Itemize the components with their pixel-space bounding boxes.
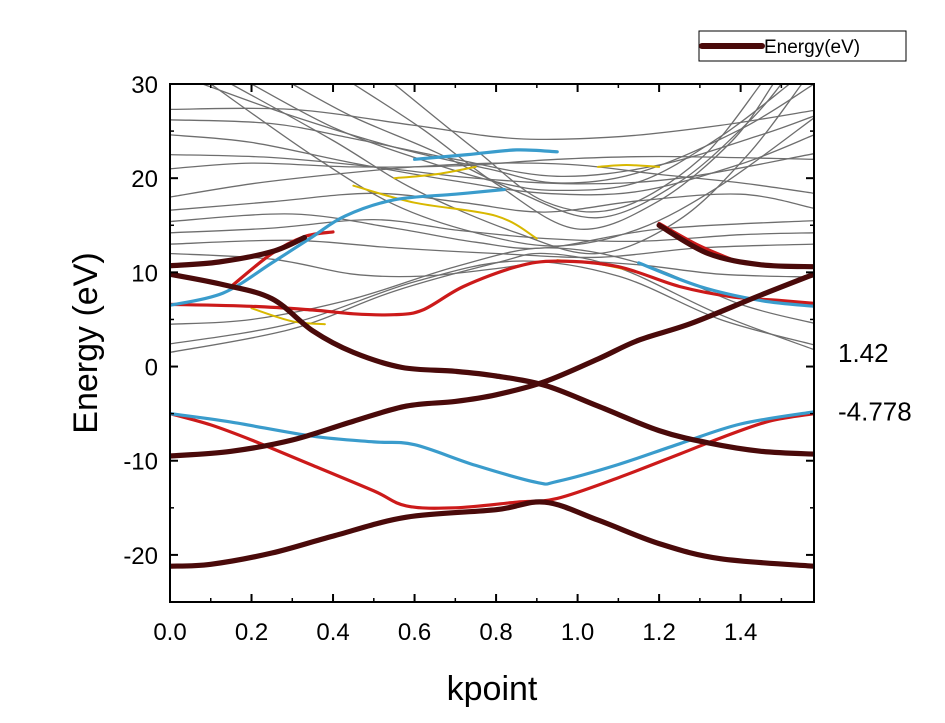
x-tick-label: 1.0: [561, 619, 594, 646]
x-tick-label: 0.0: [153, 619, 186, 646]
annotation-label-1: 1.42: [838, 338, 889, 368]
band-line-gray-29: [250, 84, 791, 192]
x-tick-label: 0.4: [316, 619, 349, 646]
band-line-gray-33: [210, 84, 814, 247]
plot-frame: [169, 83, 815, 603]
annotations: 1.42 -4.778: [838, 338, 912, 426]
band-line-red-6: [170, 412, 814, 510]
legend-label: Energy(eV): [764, 37, 860, 58]
band-line-yellow-37: [393, 165, 477, 180]
x-tick-label: 1.2: [642, 619, 675, 646]
band-line-gray-28: [201, 84, 814, 184]
band-line-blue-13: [637, 261, 814, 308]
y-tick-label: 20: [131, 166, 158, 193]
band-line-gray-30: [291, 84, 783, 219]
band-line-dark-1: [170, 499, 814, 569]
band-line-gray-27: [170, 107, 814, 141]
annotation-label-2: -4.778: [838, 397, 912, 427]
y-axis: -20 -10 0 10 20 30: [123, 72, 814, 603]
band-line-gray-34: [393, 84, 762, 213]
y-tick-label: 0: [145, 355, 158, 382]
band-line-gray-15: [170, 260, 814, 346]
band-line-dark-2: [170, 271, 814, 459]
band-line-gray-31: [230, 84, 803, 255]
x-tick-label: 0.6: [398, 619, 431, 646]
y-tick-label: -20: [123, 543, 158, 570]
band-line-gray-19: [170, 218, 814, 243]
band-line-gray-32: [352, 84, 774, 230]
band-line-gray-17: [170, 252, 814, 278]
x-tick-label: 1.4: [724, 619, 757, 646]
band-line-gray-20: [170, 213, 814, 250]
band-line-gray-26: [170, 115, 814, 178]
band-line-dark-4: [170, 234, 308, 269]
x-axis: 0.0 0.2 0.4 0.6 0.8 1.0 1.2 1.4: [153, 84, 783, 646]
legend: Energy(eV): [698, 30, 907, 62]
y-axis-title: Energy (eV): [67, 252, 105, 433]
y-tick-label: -10: [123, 449, 158, 476]
y-tick-label: 30: [131, 72, 158, 99]
y-tick-label: 10: [131, 260, 158, 287]
x-axis-title: kpoint: [447, 670, 538, 708]
band-line-dark-5: [656, 222, 814, 270]
band-line-blue-11: [170, 187, 506, 307]
band-line-red-7: [170, 259, 814, 317]
band-line-yellow-39: [597, 164, 661, 168]
series-layer: [170, 84, 814, 569]
band-line-gray-21: [170, 192, 814, 213]
band-line-gray-25: [170, 134, 814, 196]
band-line-dark-3: [170, 271, 814, 457]
band-line-gray-23: [170, 155, 814, 170]
band-line-gray-24: [170, 153, 814, 185]
band-line-blue-12: [413, 148, 559, 161]
x-tick-label: 0.2: [235, 619, 268, 646]
band-line-yellow-35: [250, 307, 326, 326]
band-line-yellow-36: [352, 184, 538, 240]
x-tick-label: 0.8: [479, 619, 512, 646]
